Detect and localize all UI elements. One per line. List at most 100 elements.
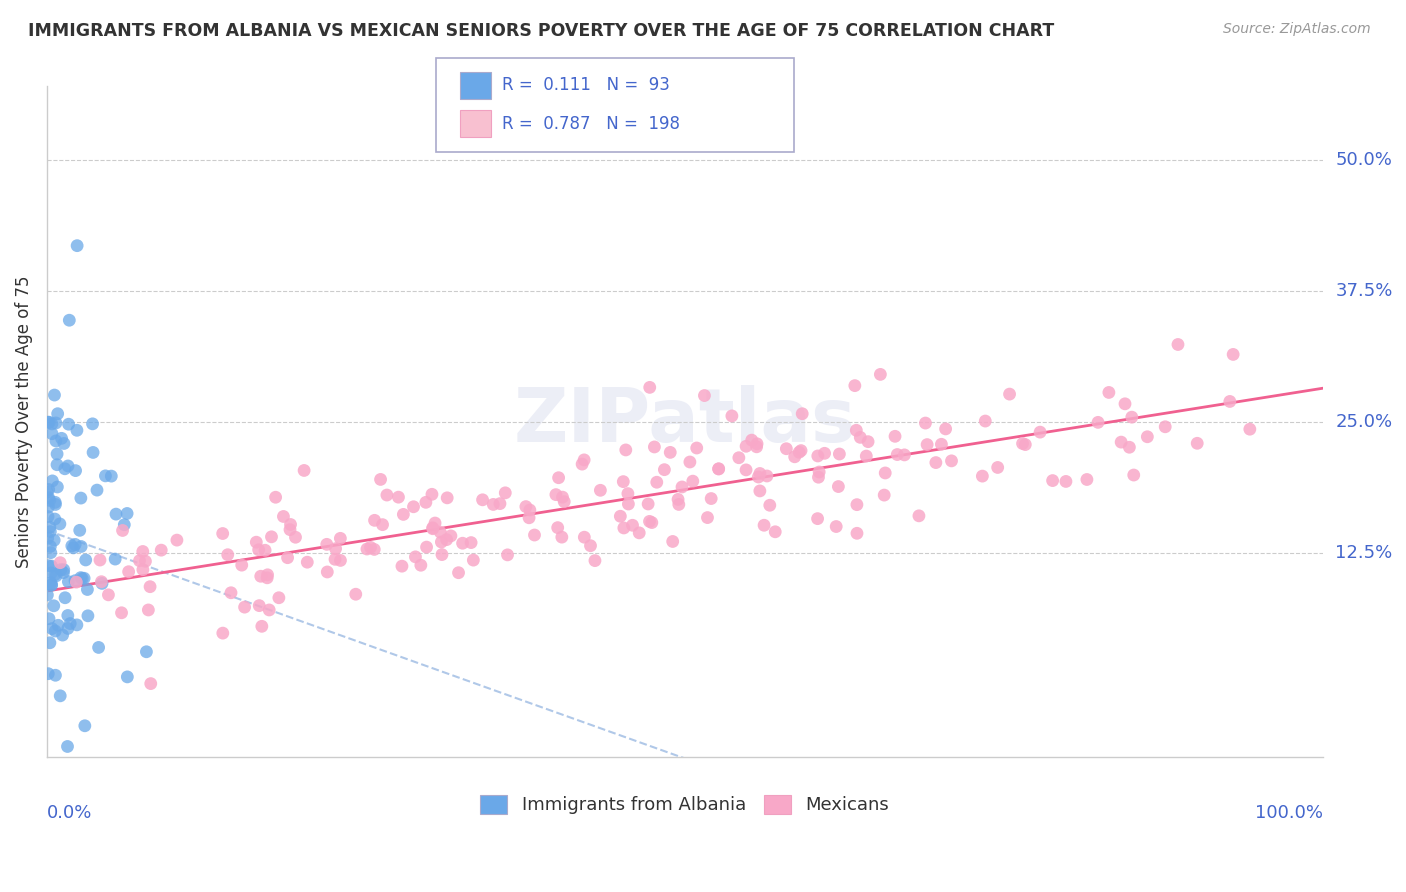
Point [574, 530, 596, 544]
Point [915, 437, 938, 451]
Point [553, 494, 575, 508]
Point [73, 719, 96, 733]
Text: Source: ZipAtlas.com: Source: ZipAtlas.com [1223, 22, 1371, 37]
Point [41, 417, 63, 431]
Point [572, 453, 595, 467]
Point [65, 464, 87, 478]
Point [219, 586, 242, 600]
Point [37, 588, 59, 602]
Legend: Immigrants from Albania, Mexicans: Immigrants from Albania, Mexicans [472, 788, 897, 822]
Point [70, 491, 93, 505]
Point [52, 628, 75, 642]
Point [42, 599, 65, 613]
Point [886, 448, 908, 462]
Point [70, 540, 93, 554]
Point [748, 467, 770, 481]
Point [73, 571, 96, 585]
Point [46, 458, 69, 472]
Point [420, 487, 443, 501]
Point [44, 498, 66, 512]
Point [41, 474, 63, 488]
Point [70, 572, 93, 586]
Point [402, 500, 425, 514]
Point [1076, 473, 1098, 487]
Point [363, 513, 385, 527]
Point [278, 523, 301, 537]
Point [344, 587, 367, 601]
Point [139, 676, 162, 690]
Point [855, 449, 877, 463]
Point [1098, 385, 1121, 400]
Point [628, 525, 651, 540]
Point [52, 563, 75, 577]
Point [589, 483, 612, 498]
Point [45, 434, 67, 448]
Point [100, 469, 122, 483]
Point [783, 450, 806, 464]
Point [721, 409, 744, 423]
Point [763, 524, 786, 539]
Point [49, 689, 72, 703]
Point [828, 447, 851, 461]
Point [637, 497, 659, 511]
Point [53, 462, 76, 476]
Point [1054, 475, 1077, 489]
Point [38, 520, 60, 534]
Point [37, 531, 59, 545]
Point [707, 462, 730, 476]
Point [638, 380, 661, 394]
Point [873, 488, 896, 502]
Point [75, 553, 97, 567]
Point [747, 470, 769, 484]
Point [44, 512, 66, 526]
Point [46, 407, 69, 421]
Point [44, 567, 66, 582]
Point [707, 462, 730, 476]
Point [256, 567, 278, 582]
Point [69, 524, 91, 538]
Point [94, 468, 117, 483]
Point [547, 471, 569, 485]
Point [166, 533, 188, 548]
Point [375, 488, 398, 502]
Point [693, 388, 716, 402]
Point [807, 449, 830, 463]
Point [621, 518, 644, 533]
Point [245, 535, 267, 549]
Point [1118, 440, 1140, 454]
Point [273, 509, 295, 524]
Point [654, 463, 676, 477]
Point [105, 507, 128, 521]
Point [44, 624, 66, 638]
Point [447, 566, 470, 580]
Point [617, 486, 640, 500]
Point [260, 530, 283, 544]
Point [547, 521, 569, 535]
Point [38, 636, 60, 650]
Point [44, 533, 66, 548]
Point [494, 486, 516, 500]
Point [277, 550, 299, 565]
Point [53, 591, 76, 605]
Point [77, 608, 100, 623]
Point [329, 532, 352, 546]
Point [471, 492, 494, 507]
Point [247, 542, 270, 557]
Point [231, 558, 253, 573]
Point [645, 475, 668, 490]
Point [66, 238, 89, 252]
Point [117, 670, 139, 684]
Point [45, 416, 67, 430]
Point [787, 445, 810, 459]
Point [63, 574, 86, 588]
Point [60, 539, 83, 553]
Point [37, 666, 59, 681]
Point [1014, 437, 1036, 451]
Point [44, 388, 66, 402]
Point [254, 543, 277, 558]
Point [66, 423, 89, 437]
Point [267, 591, 290, 605]
Point [247, 599, 270, 613]
Point [56, 621, 79, 635]
Point [849, 430, 872, 444]
